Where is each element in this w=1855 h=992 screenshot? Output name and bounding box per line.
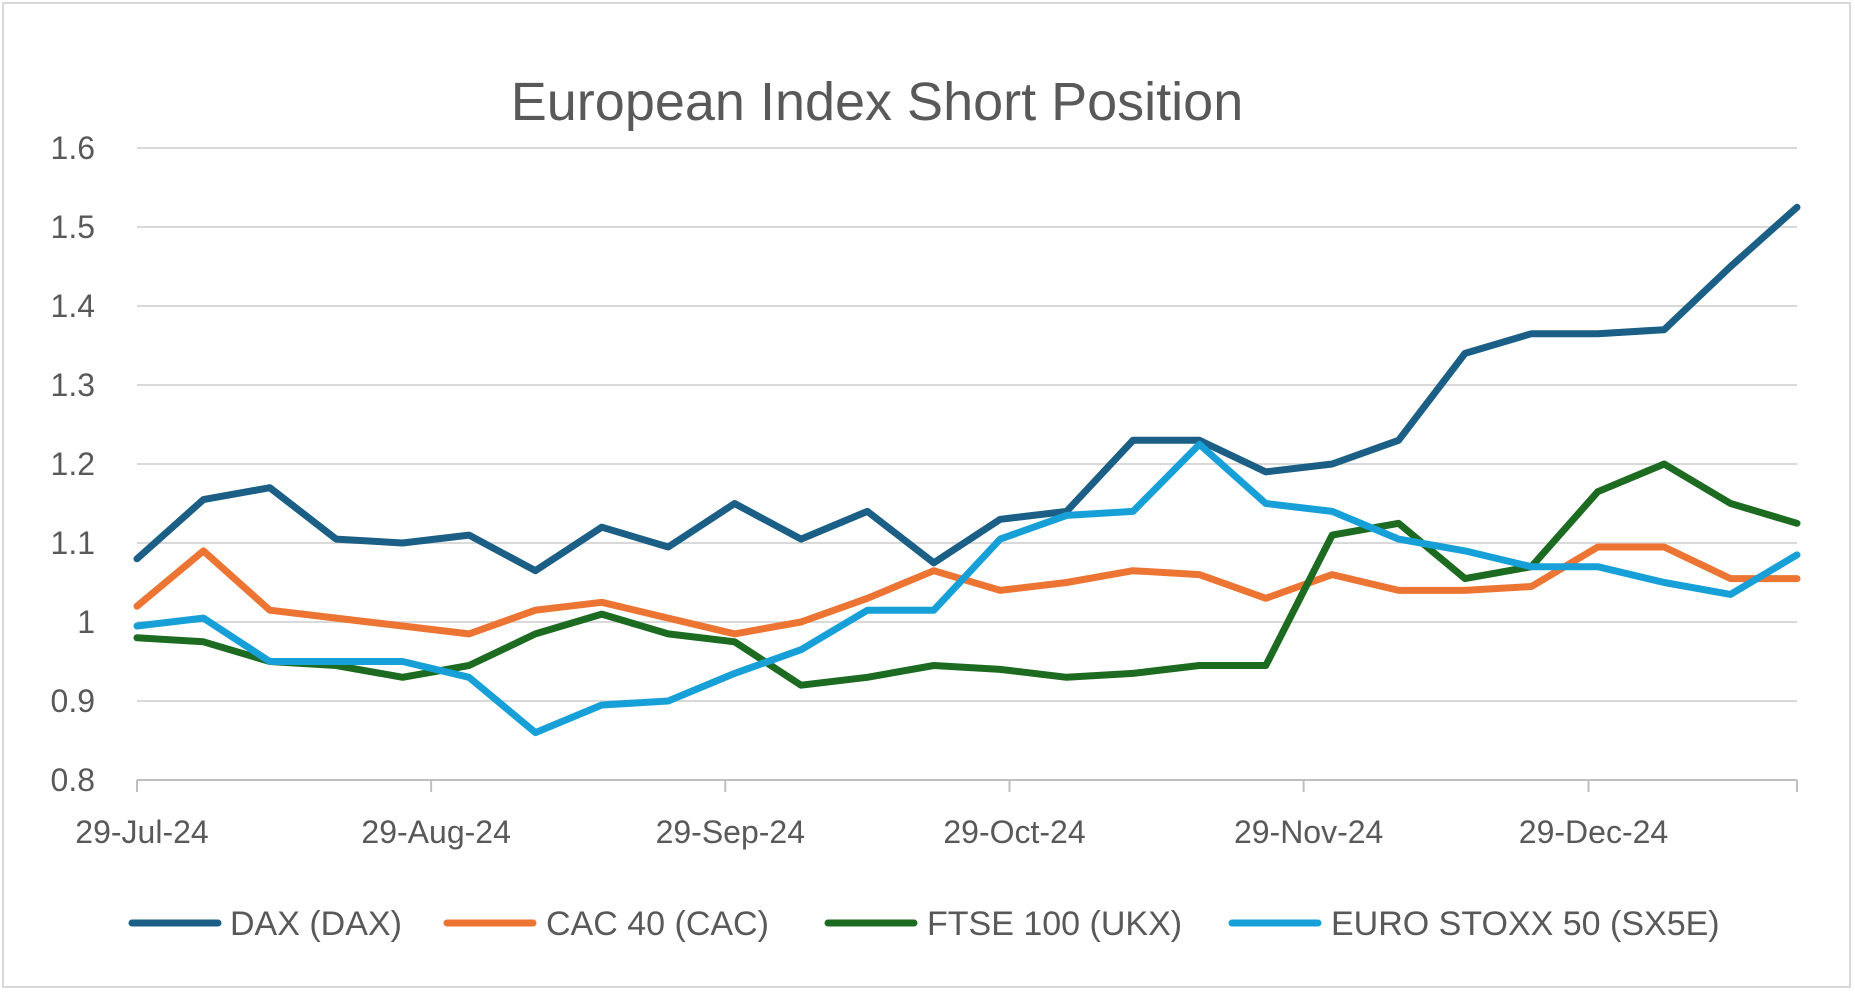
x-axis: 29-Jul-24 29-Aug-24 29-Sep-24 29-Oct-24 29-N… [75,779,1798,850]
series-lines [133,203,1801,737]
legend-label-ftse-100-ukx: FTSE 100 (UKX) [927,905,1182,943]
y-tick-label: 0.9 [51,683,95,719]
series-line-cac-40-cac [133,543,1801,638]
legend-label-cac-40-cac: CAC 40 (CAC) [546,905,769,943]
legend: DAX (DAX) CAC 40 (CAC) FTSE 100 (UKX) EURO … [128,905,1720,943]
x-tick-label: 29-Sep-24 [656,814,805,850]
y-tick-label: 1.4 [51,288,95,324]
y-tick-label: 1.5 [51,209,95,245]
series-line-ftse-100-ukx [133,460,1801,689]
y-tick-label: 1.1 [51,525,95,561]
y-tick-label: 1.3 [51,367,95,403]
y-axis-ticks: 0.8 0.9 1 1.1 1.2 1.3 1.4 1.5 1.6 [51,130,95,798]
x-tick-label: 29-Nov-24 [1234,814,1383,850]
x-tick-label: 29-Jul-24 [75,814,208,850]
x-tick-label: 29-Aug-24 [361,814,510,850]
x-tick-label: 29-Oct-24 [943,814,1085,850]
y-tick-label: 1 [77,604,95,640]
series-line-dax-dax [133,203,1801,575]
x-tick-label: 29-Dec-24 [1519,814,1668,850]
y-tick-label: 1.2 [51,446,95,482]
legend-label-dax-dax: DAX (DAX) [230,905,402,943]
chart-title: European Index Short Position [511,72,1243,132]
gridlines [137,147,1797,702]
y-tick-label: 1.6 [51,130,95,166]
series-line-euro-stoxx-50-sx5e [133,440,1801,737]
legend-label-euro-stoxx-50-sx5e: EURO STOXX 50 (SX5E) [1331,905,1720,943]
y-tick-label: 0.8 [51,762,95,798]
